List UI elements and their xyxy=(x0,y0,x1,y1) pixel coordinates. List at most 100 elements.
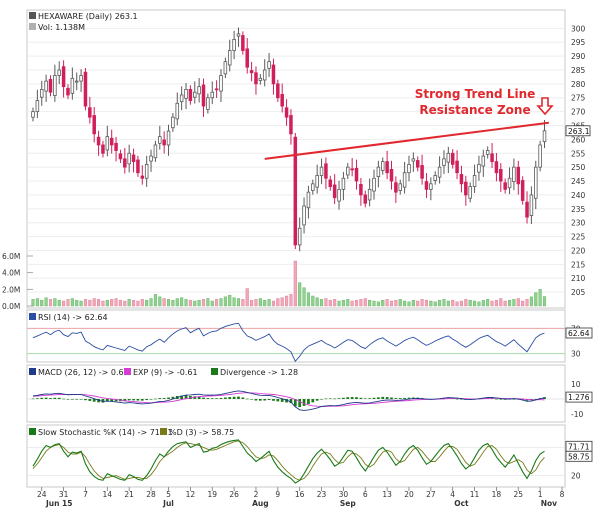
candle-body xyxy=(468,186,472,199)
candle-body xyxy=(44,80,48,92)
volume-bar xyxy=(162,298,166,307)
volume-bar xyxy=(446,300,450,307)
candle-body xyxy=(193,91,197,98)
down-arrow-shape xyxy=(536,97,554,116)
macd-divergence-bar xyxy=(237,396,240,399)
volume-bar xyxy=(48,299,53,307)
candle-body xyxy=(354,167,359,182)
volume-axis: 6.0M 4.0M 2.0M 0.0M xyxy=(2,252,33,311)
candle-body xyxy=(188,89,193,101)
volume-bar xyxy=(184,299,188,307)
volume-bar xyxy=(420,299,424,307)
x-month-label: Nov xyxy=(541,499,557,508)
candle-body xyxy=(359,183,363,196)
volume-bar xyxy=(75,299,79,307)
candle-body xyxy=(92,115,96,135)
macd-divergence-bar xyxy=(368,398,371,399)
annotation-line-2: Resistance Zone xyxy=(419,103,530,117)
candle-body xyxy=(520,180,525,201)
price-tick-label: 275 xyxy=(571,94,586,103)
volume-bar xyxy=(101,300,105,307)
candle-body xyxy=(171,116,175,129)
macd-divergence-bar xyxy=(158,398,162,399)
x-tick-label: 5 xyxy=(166,490,171,499)
macd-divergence-bar xyxy=(79,399,83,400)
price-tick-label: 235 xyxy=(571,205,586,214)
macd-divergence-bar xyxy=(302,399,306,406)
volume-bar xyxy=(538,289,542,307)
volume-bar xyxy=(311,295,315,307)
candle-body xyxy=(525,201,529,218)
macd-divergence-bar xyxy=(31,398,35,400)
candle-body xyxy=(341,177,346,190)
rsi-value-tag xyxy=(565,327,593,339)
volume-bar xyxy=(188,299,192,307)
volume-bar xyxy=(149,298,153,307)
macd-divergence-bar xyxy=(381,396,385,399)
candle-body xyxy=(507,177,512,189)
volume-bar xyxy=(215,299,219,307)
volume-tick-label: 4.0M xyxy=(2,269,20,278)
rsi-value-label: 62.64 xyxy=(568,329,590,338)
candle-body xyxy=(415,160,420,168)
volume-bar xyxy=(293,260,297,307)
volume-bar xyxy=(166,299,171,307)
volume-legend-swatch xyxy=(29,23,36,30)
candle-body xyxy=(105,136,110,151)
candle-body xyxy=(306,191,311,209)
macd-divergence-bar xyxy=(70,399,74,400)
stoch-d-label: %D (3) -> 58.75 xyxy=(169,428,234,437)
volume-bar xyxy=(346,299,350,307)
candle-body xyxy=(153,144,158,159)
macd-divergence-bar xyxy=(167,397,170,399)
candle-body xyxy=(464,181,468,196)
x-tick-label: 18 xyxy=(492,490,502,499)
macd-divergence-bar xyxy=(267,399,271,401)
macd-divergence-bar xyxy=(232,396,236,399)
volume-bar xyxy=(201,299,206,307)
candle-body xyxy=(424,181,429,190)
candle-body xyxy=(512,166,516,183)
stoch-k-label: Slow Stochastic %K (14) -> 71.71 xyxy=(38,428,173,437)
candle-body xyxy=(70,77,75,94)
macd-divergence-bar xyxy=(40,397,44,399)
macd-divergence-bar xyxy=(92,399,96,402)
candle-body xyxy=(131,154,136,163)
candle-body xyxy=(258,77,263,81)
volume-bar xyxy=(490,300,494,307)
volume-bar xyxy=(123,300,127,307)
exp-label: EXP (9) -> -0.61 xyxy=(133,368,198,377)
macd-divergence-bar xyxy=(114,399,118,402)
x-tick-label: 30 xyxy=(339,490,349,499)
volume-bar xyxy=(79,300,83,307)
candle-body xyxy=(249,70,254,74)
macd-divergence-bar xyxy=(372,397,376,399)
candle-body xyxy=(337,188,341,202)
volume-bar xyxy=(158,296,162,307)
candle-body xyxy=(175,102,180,120)
candle-body xyxy=(96,136,101,146)
macd-divergence-bar xyxy=(136,399,140,401)
volume-bar xyxy=(486,299,490,307)
candle-body xyxy=(241,35,245,51)
volume-bar xyxy=(499,298,503,307)
volume-bar xyxy=(468,299,472,307)
stoch-d-value-label: 58.75 xyxy=(568,452,590,461)
macd-divergence-bar xyxy=(132,399,135,401)
volume-bar xyxy=(507,299,512,307)
candle-body xyxy=(210,91,215,99)
macd-divergence-bar xyxy=(272,399,275,401)
volume-bar xyxy=(114,298,118,307)
macd-divergence-bar xyxy=(276,399,280,402)
macd-divergence-bar xyxy=(263,399,267,401)
volume-bar xyxy=(411,299,415,307)
price-tick-label: 225 xyxy=(571,233,586,242)
x-tick-label: 13 xyxy=(382,490,392,499)
macd-divergence-bar xyxy=(224,397,227,399)
macd-divergence-bar xyxy=(407,397,411,399)
volume-bar xyxy=(210,300,214,307)
macd-divergence-bar xyxy=(403,397,406,399)
volume-bar xyxy=(459,300,464,307)
volume-bar xyxy=(363,298,367,307)
candle-body xyxy=(101,144,105,154)
